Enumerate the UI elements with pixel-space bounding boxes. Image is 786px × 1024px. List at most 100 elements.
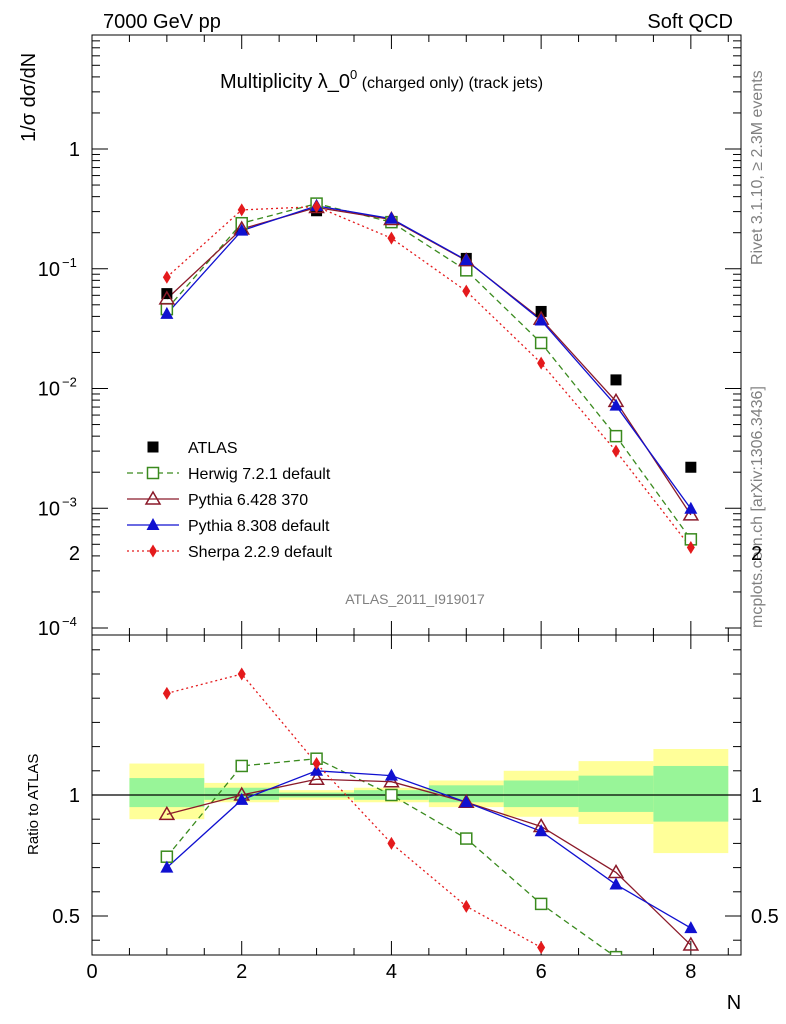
main-line-Pythia8 [166, 205, 692, 510]
legend-marker-Sherpa [149, 544, 157, 558]
ratio-point-Herwig [460, 832, 473, 845]
legend-label-Pythia6: Pythia 6.428 370 [188, 492, 308, 509]
band-inner-5 [503, 780, 579, 808]
main-point-Pythia6 [457, 252, 475, 267]
legend-marker-Pythia8 [146, 518, 160, 530]
main-y-tick-label: 10 [38, 618, 60, 640]
analysis-watermark: ATLAS_2011_I919017 [345, 591, 485, 607]
ratio-line-Sherpa [166, 673, 542, 949]
main-point-Sherpa [462, 284, 471, 298]
header-right-label: Soft QCD [647, 11, 733, 33]
legend-label-Herwig: Herwig 7.2.1 default [188, 466, 331, 483]
main-point-Pythia8 [384, 211, 398, 224]
ratio-point-Pythia8 [235, 792, 249, 805]
ratio-point-Pythia8 [384, 768, 398, 781]
main-point-Sherpa [162, 270, 171, 284]
legend: ATLAS Herwig 7.2.1 default Pythia 6.428 37… [127, 440, 333, 561]
ratio-point-Sherpa [312, 757, 321, 771]
rivet-label: Rivet 3.1.10, ≥ 2.3M events [749, 70, 766, 265]
main-series-group [158, 197, 700, 555]
legend-marker-Herwig [146, 466, 160, 480]
title-main: Multiplicity λ_0 [220, 71, 350, 93]
ratio-line-Pythia6 [166, 778, 692, 946]
legend-label-ATLAS: ATLAS [188, 440, 238, 457]
ratio-point-Pythia8 [609, 877, 623, 890]
ratio-point-Herwig [160, 850, 174, 863]
legend-label-Pythia8: Pythia 8.308 default [188, 518, 330, 535]
ratio-point-Pythia6 [308, 770, 325, 786]
x-tick-label: 6 [536, 961, 547, 983]
main-point-Pythia8 [609, 398, 623, 411]
main-line-Herwig [166, 202, 692, 540]
mcplots-label: mcplots.cern.ch [arXiv:1306.3436] [749, 386, 766, 628]
main-point-ATLAS [685, 461, 697, 473]
main-point-Pythia8 [534, 313, 548, 326]
main-y-tick-exp: −2 [62, 375, 77, 390]
ratio-y-tick-label-right: 2 [751, 543, 762, 565]
title-suffix: (charged only) (track jets) [357, 75, 543, 92]
ratio-y-tick-label: 2 [69, 543, 80, 565]
legend-label-Sherpa: Sherpa 2.2.9 default [188, 544, 333, 561]
main-point-Sherpa [537, 356, 546, 370]
legend-marker-Pythia6 [144, 490, 162, 505]
main-point-Herwig [534, 336, 548, 350]
title-superscript: 0 [350, 67, 357, 82]
ratio-y-tick-label: 1 [69, 785, 80, 807]
ratio-point-Herwig [609, 950, 623, 955]
ratio-point-Pythia8 [534, 824, 548, 837]
main-point-Sherpa [611, 444, 620, 458]
main-point-Herwig [609, 429, 623, 443]
ratio-y-tick-label-right: 1 [751, 785, 762, 807]
band-inner-0 [129, 778, 205, 808]
ratio-point-Herwig [534, 897, 548, 911]
ratio-y-tick-label: 0.5 [52, 906, 80, 928]
main-y-tick-exp: −3 [62, 494, 77, 509]
main-point-Sherpa [387, 231, 396, 245]
main-y-tick-label: 10 [38, 379, 60, 401]
main-point-Sherpa [237, 203, 246, 217]
ratio-line-Pythia8 [166, 770, 692, 929]
main-point-Pythia6 [158, 290, 176, 305]
xlabel: N [727, 992, 741, 1014]
main-y-tick-exp: −1 [62, 255, 77, 270]
ratio-point-Sherpa [162, 686, 171, 700]
ratio-y-tick-label-right: 0.5 [751, 906, 779, 928]
ratio-point-Sherpa [237, 667, 246, 681]
main-y-tick-label: 10 [38, 498, 60, 520]
x-tick-label: 2 [236, 961, 247, 983]
legend-marker-ATLAS [147, 441, 159, 453]
main-point-Pythia8 [235, 223, 249, 236]
ratio-ylabel: Ratio to ATLAS [25, 754, 42, 855]
ratio-point-Herwig [235, 759, 248, 773]
main-point-Herwig [460, 264, 473, 277]
ratio-plot: 0 2 4 6 8 0.5 0.5 1 1 2 2 [52, 543, 779, 983]
main-point-Sherpa [686, 541, 695, 555]
main-point-Pythia6 [682, 506, 700, 521]
header-left-label: 7000 GeV pp [103, 11, 221, 33]
ratio-point-Sherpa [387, 836, 396, 850]
band-inner-6 [578, 775, 654, 812]
ratio-point-Pythia6 [607, 863, 625, 879]
main-point-Pythia8 [160, 306, 174, 319]
ratio-point-Pythia6 [682, 936, 700, 951]
main-point-Pythia8 [459, 253, 473, 266]
ratio-point-Sherpa [462, 899, 471, 913]
ratio-point-Herwig [385, 788, 398, 802]
main-point-ATLAS [161, 288, 173, 300]
ratio-point-Pythia6 [158, 805, 176, 821]
ratio-point-Sherpa [537, 940, 546, 954]
main-y-tick-label: 10 [38, 259, 60, 281]
main-ylabel: 1/σ dσ/dN [18, 53, 40, 142]
ratio-point-Pythia6 [383, 773, 400, 788]
x-tick-label: 4 [386, 961, 397, 983]
ratio-point-Pythia8 [160, 860, 174, 873]
x-tick-label: 0 [86, 961, 97, 983]
main-y-tick-exp: −4 [62, 614, 77, 629]
main-point-ATLAS [610, 374, 622, 386]
x-tick-label: 8 [685, 961, 696, 983]
band-inner-7 [653, 765, 729, 822]
main-plot-title: Multiplicity λ_00 (charged only) (track … [220, 67, 543, 93]
ratio-series-group [158, 667, 700, 955]
main-plot: 10 −410 −310 −210 −11 [38, 34, 742, 640]
